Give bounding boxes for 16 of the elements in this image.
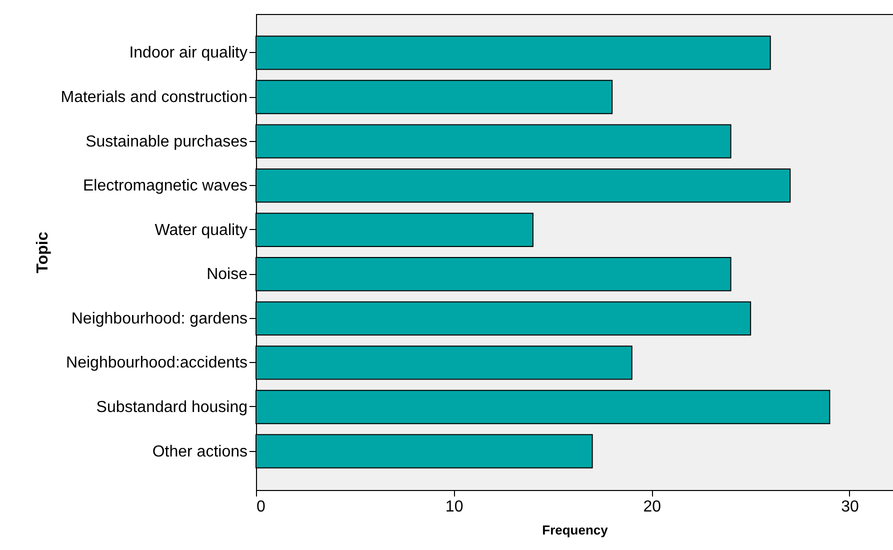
y-tick-label: Neighbourhood:accidents [66,354,248,372]
x-tick-label: 0 [256,498,266,516]
y-tick-label: Electromagnetic waves [82,178,248,195]
x-tick-label: 20 [643,498,662,516]
y-tick-label: Neighbourhood: gardens [71,310,248,328]
y-tick-label: Substandard housing [96,398,248,416]
y-tick-label: Indoor air quality [129,44,248,62]
y-tick-label: Materials and construction [60,89,248,106]
y-axis-title: Topic [34,232,52,274]
y-tick-label: Noise [206,266,248,284]
x-tick-label: 30 [841,498,859,516]
x-tick-label: 10 [445,498,464,516]
x-axis-title: Frequency [542,522,609,538]
y-tick-label: Other actions [152,443,248,460]
y-tick-label: Water quality [154,222,248,239]
y-tick-label: Sustainable purchases [86,133,248,150]
